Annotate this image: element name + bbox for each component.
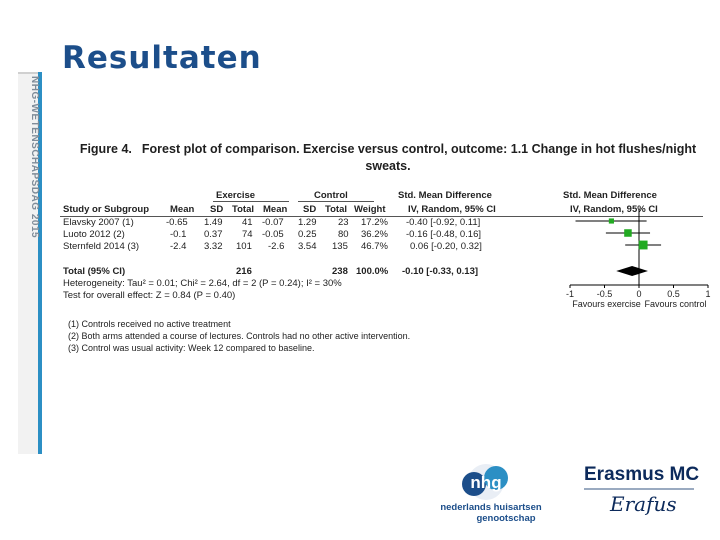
sidebar-strip <box>18 72 41 454</box>
col-ci-plot: IV, Random, 95% CI <box>570 204 658 215</box>
ex-total: 74 <box>242 229 253 240</box>
ex-sd: 1.49 <box>204 217 223 228</box>
x-tick-label: 1 <box>705 289 710 299</box>
forest-plot-figure: Figure 4. Forest plot of comparison. Exer… <box>58 135 711 370</box>
erasmus-mc-underline <box>584 488 694 490</box>
col-ex-total: Total <box>232 204 254 215</box>
x-tick-label: -0.5 <box>597 289 613 299</box>
nhg-line1: nederlands huisartsen <box>440 502 542 513</box>
col-c-sd: SD <box>303 204 317 215</box>
x-tick-label: 0.5 <box>667 289 680 299</box>
col-study: Study or Subgroup <box>63 204 150 215</box>
nhg-logo-mark: nhg <box>462 464 508 500</box>
figure-label: Figure 4. <box>79 142 132 156</box>
figure-title: Figure 4. Forest plot of comparison. Exer… <box>58 141 718 175</box>
col-weight: Weight <box>354 204 386 215</box>
study-marker <box>608 218 614 224</box>
ex-mean: -2.4 <box>170 241 187 252</box>
overall-effect-text: Test for overall effect: Z = 0.84 (P = 0… <box>63 290 236 301</box>
total-weight: 100.0% <box>356 266 389 277</box>
weight: 36.2% <box>361 229 388 240</box>
sidebar-label: NHG-WETENSCHAPSDAG 2015 <box>18 76 41 246</box>
figure-title-line1: Forest plot of comparison. Exercise vers… <box>141 142 697 156</box>
ex-mean: -0.65 <box>166 217 188 228</box>
summary-diamond <box>616 266 648 276</box>
ex-mean: -0.1 <box>170 229 187 240</box>
nhg-logo-text: nederlands huisartsen genootschap <box>436 502 546 524</box>
favours-right-label: Favours control <box>644 299 706 309</box>
header-rule <box>60 216 703 217</box>
heterogeneity-text: Heterogeneity: Tau² = 0.01; Chi² = 2.64,… <box>63 278 342 289</box>
group-header-control: Control <box>314 190 348 201</box>
study-name: Sternfeld 2014 (3) <box>63 241 140 252</box>
ci: -0.16 [-0.48, 0.16] <box>406 229 481 240</box>
c-total: 23 <box>338 217 349 228</box>
ex-sd: 3.32 <box>204 241 223 252</box>
weight: 17.2% <box>361 217 388 228</box>
sidebar-accent-bar <box>38 72 42 454</box>
rule-exercise <box>213 201 289 202</box>
group-header-smd: Std. Mean Difference <box>398 190 492 201</box>
nhg-line2: genootschap <box>476 513 536 524</box>
col-ex-mean: Mean <box>170 204 195 215</box>
footnote: (2) Both arms attended a course of lectu… <box>68 331 411 341</box>
sidebar-label-text: NHG-WETENSCHAPSDAG 2015 <box>29 76 40 239</box>
col-c-mean: Mean <box>263 204 288 215</box>
c-mean: -0.07 <box>262 217 284 228</box>
erasmus-mc-signature: Erafus <box>610 492 677 516</box>
weight: 46.7% <box>361 241 388 252</box>
ex-sd: 0.37 <box>204 229 223 240</box>
slide-title: Resultaten <box>62 40 262 76</box>
ex-total: 101 <box>236 241 252 252</box>
favours-left-label: Favours exercise <box>572 299 641 309</box>
x-tick-label: 0 <box>636 289 641 299</box>
nhg-logo: nhg nederlands huisartsen genootschap <box>436 460 546 528</box>
group-header-exercise: Exercise <box>216 190 256 201</box>
footnote: (1) Controls received no active treatmen… <box>68 319 231 329</box>
c-total: 80 <box>338 229 349 240</box>
figure-title-line2: sweats. <box>365 159 411 173</box>
sidebar-rule <box>18 72 42 74</box>
group-header-smd-plot: Std. Mean Difference <box>563 190 657 201</box>
total-ci: -0.10 [-0.33, 0.13] <box>402 266 479 277</box>
study-marker <box>638 240 648 250</box>
ci: 0.06 [-0.20, 0.32] <box>410 241 482 252</box>
study-name: Luoto 2012 (2) <box>63 229 125 240</box>
ex-total: 41 <box>242 217 253 228</box>
c-mean: -0.05 <box>262 229 284 240</box>
study-name: Elavsky 2007 (1) <box>63 217 134 228</box>
col-ex-sd: SD <box>210 204 224 215</box>
footnote: (3) Control was usual activity: Week 12 … <box>68 343 315 353</box>
c-mean: -2.6 <box>268 241 285 252</box>
c-sd: 3.54 <box>298 241 317 252</box>
total-label: Total (95% CI) <box>63 266 126 277</box>
ci: -0.40 [-0.92, 0.11] <box>406 217 481 228</box>
erasmus-mc-name: Erasmus MC <box>584 464 700 485</box>
total-ex: 216 <box>236 266 252 277</box>
c-total: 135 <box>332 241 348 252</box>
total-c: 238 <box>332 266 348 277</box>
col-c-total: Total <box>325 204 347 215</box>
c-sd: 0.25 <box>298 229 317 240</box>
nhg-logo-letters: nhg <box>470 473 501 492</box>
rule-control <box>298 201 374 202</box>
forest-plot: -1 -0.5 0 0.5 1 Favours exercise Favours contr… <box>566 209 711 309</box>
c-sd: 1.29 <box>298 217 317 228</box>
study-marker <box>624 229 632 237</box>
erasmus-mc-logo: Erasmus MC Erafus <box>580 464 700 530</box>
col-ci: IV, Random, 95% CI <box>408 204 496 215</box>
x-tick-label: -1 <box>566 289 574 299</box>
